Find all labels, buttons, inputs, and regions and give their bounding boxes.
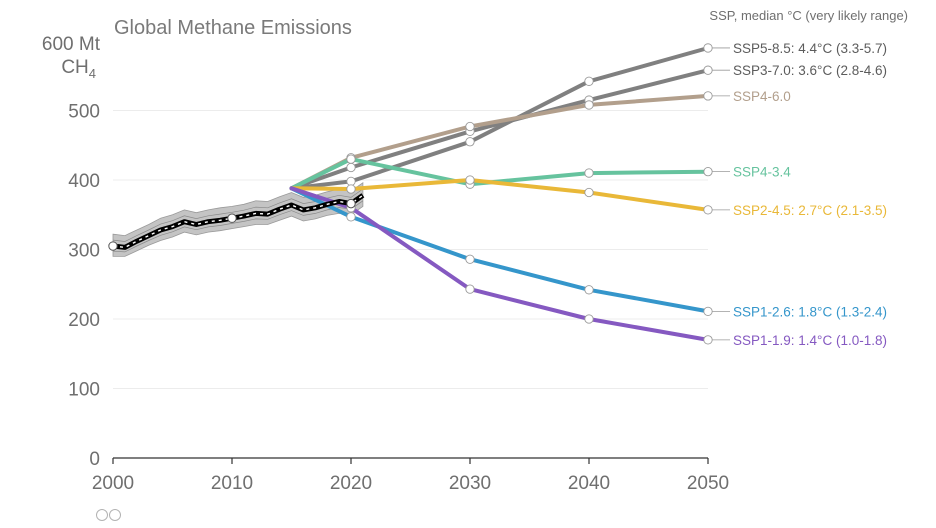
data-point-ssp119 bbox=[584, 314, 594, 324]
data-point-ssp460 bbox=[703, 91, 713, 101]
data-point-ssp245 bbox=[346, 184, 356, 194]
legend-header: SSP, median °C (very likely range) bbox=[709, 8, 908, 23]
label-layer: SSP5-8.5: 4.4°C (3.3-5.7) SSP3-7.0: 3.6°C… bbox=[712, 41, 887, 348]
data-point-ssp119 bbox=[465, 284, 475, 294]
data-point-ssp126 bbox=[346, 212, 356, 222]
data-point-ssp370 bbox=[703, 65, 713, 75]
series-label-ssp370: SSP3-7.0: 3.6°C (2.8-4.6) bbox=[733, 63, 887, 78]
series-line-ssp460 bbox=[289, 93, 710, 191]
data-point-ssp370 bbox=[346, 162, 356, 173]
historical-band-inner-lower bbox=[112, 200, 364, 253]
marker-layer bbox=[108, 43, 713, 345]
y-tick-label: 0 bbox=[89, 449, 100, 470]
x-tick-label: 2000 bbox=[92, 473, 134, 494]
axis-layer: 0 100 200 300 400 500 2000 2010 2020 2030 2040 2050 bbox=[68, 102, 729, 495]
y-unit-subscript-label: CH4 bbox=[61, 57, 96, 81]
series-label-ssp434: SSP4-3.4 bbox=[733, 165, 791, 180]
data-point-ssp434 bbox=[584, 168, 594, 178]
data-point-ssp119 bbox=[703, 335, 713, 345]
historical-data-point bbox=[108, 241, 118, 251]
historical-data-point bbox=[227, 213, 237, 223]
y-unit-ch: CH bbox=[61, 57, 88, 78]
x-tick-label: 2020 bbox=[330, 473, 372, 494]
data-point-ssp126 bbox=[465, 254, 475, 264]
data-point-ssp434 bbox=[346, 154, 356, 164]
series-label-ssp460: SSP4-6.0 bbox=[733, 89, 791, 104]
data-point-ssp460 bbox=[584, 100, 594, 110]
x-tick-label: 2010 bbox=[211, 473, 253, 494]
y-tick-label: 400 bbox=[68, 171, 100, 192]
data-point-ssp434 bbox=[703, 167, 713, 177]
data-point-ssp585 bbox=[346, 176, 356, 187]
series-label-ssp245: SSP2-4.5: 2.7°C (2.1-3.5) bbox=[733, 203, 887, 218]
chart-title: Global Methane Emissions bbox=[114, 17, 352, 39]
data-point-ssp245 bbox=[703, 205, 713, 215]
x-tick-label: 2040 bbox=[568, 473, 610, 494]
y-unit-label: 600 Mt bbox=[42, 34, 101, 55]
y-tick-label: 200 bbox=[68, 310, 100, 331]
x-tick-label: 2030 bbox=[449, 473, 491, 494]
historical-layer bbox=[112, 193, 365, 250]
data-point-ssp245 bbox=[465, 175, 475, 185]
data-point-ssp126 bbox=[703, 306, 713, 317]
historical-data-point bbox=[346, 198, 356, 209]
y-unit-subscript-4: 4 bbox=[89, 66, 96, 81]
data-point-ssp585 bbox=[584, 76, 594, 86]
y-tick-label: 500 bbox=[68, 102, 100, 123]
y-tick-label: 100 bbox=[68, 380, 100, 401]
x-tick-label: 2050 bbox=[687, 473, 729, 494]
y-tick-label: 300 bbox=[68, 241, 100, 262]
license-icon bbox=[96, 509, 121, 521]
data-point-ssp585 bbox=[703, 43, 713, 53]
series-label-ssp585: SSP5-8.5: 4.4°C (3.3-5.7) bbox=[733, 41, 887, 56]
series-label-ssp126: SSP1-2.6: 1.8°C (1.3-2.4) bbox=[733, 304, 887, 319]
data-point-ssp460 bbox=[465, 121, 475, 132]
historical-line-dash bbox=[112, 194, 364, 249]
data-point-ssp245 bbox=[584, 187, 594, 198]
data-point-ssp585 bbox=[465, 137, 475, 147]
data-point-ssp126 bbox=[584, 285, 594, 295]
series-label-ssp119: SSP1-1.9: 1.4°C (1.0-1.8) bbox=[733, 333, 887, 348]
